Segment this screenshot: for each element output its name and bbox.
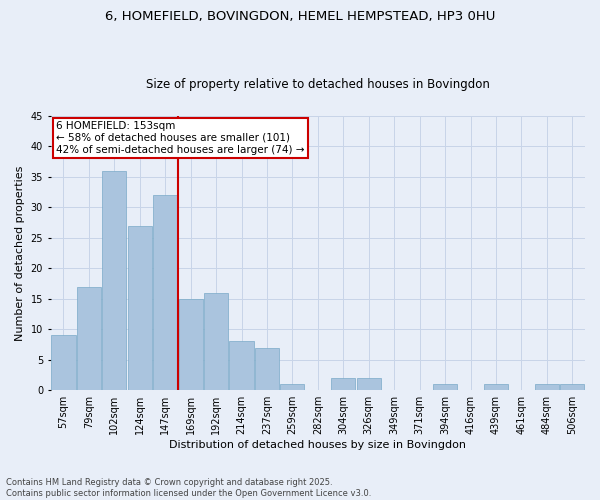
Text: 6, HOMEFIELD, BOVINGDON, HEMEL HEMPSTEAD, HP3 0HU: 6, HOMEFIELD, BOVINGDON, HEMEL HEMPSTEAD… [105, 10, 495, 23]
Bar [229, 342, 254, 390]
Bar [356, 378, 381, 390]
Bar [484, 384, 508, 390]
Bar [153, 195, 177, 390]
Bar [433, 384, 457, 390]
Bar [128, 226, 152, 390]
Bar [255, 348, 279, 390]
Title: Size of property relative to detached houses in Bovingdon: Size of property relative to detached ho… [146, 78, 490, 91]
Bar [102, 170, 127, 390]
Text: 6 HOMEFIELD: 153sqm
← 58% of detached houses are smaller (101)
42% of semi-detac: 6 HOMEFIELD: 153sqm ← 58% of detached ho… [56, 122, 305, 154]
Bar [331, 378, 355, 390]
Text: Contains HM Land Registry data © Crown copyright and database right 2025.
Contai: Contains HM Land Registry data © Crown c… [6, 478, 371, 498]
Bar [560, 384, 584, 390]
Bar [280, 384, 304, 390]
Bar [52, 336, 76, 390]
Bar [77, 286, 101, 390]
Bar [179, 298, 203, 390]
X-axis label: Distribution of detached houses by size in Bovingdon: Distribution of detached houses by size … [169, 440, 466, 450]
Bar [204, 292, 228, 390]
Bar [535, 384, 559, 390]
Y-axis label: Number of detached properties: Number of detached properties [15, 166, 25, 340]
